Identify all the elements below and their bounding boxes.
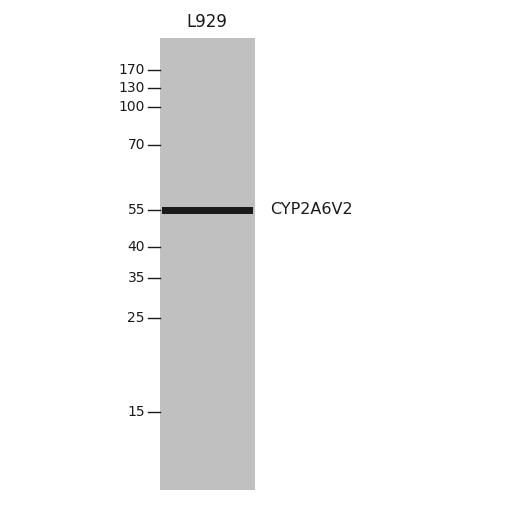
Text: 130: 130	[119, 81, 145, 95]
Text: 55: 55	[127, 203, 145, 217]
Text: L929: L929	[186, 13, 227, 31]
Text: 70: 70	[127, 138, 145, 152]
Text: 100: 100	[119, 100, 145, 114]
Text: CYP2A6V2: CYP2A6V2	[270, 203, 353, 218]
Text: 170: 170	[119, 63, 145, 77]
Bar	[160, 38, 255, 490]
Text: 15: 15	[127, 405, 145, 419]
Text: 35: 35	[127, 271, 145, 285]
Text: 25: 25	[127, 311, 145, 325]
Bar	[162, 207, 253, 214]
Text: 40: 40	[127, 240, 145, 254]
